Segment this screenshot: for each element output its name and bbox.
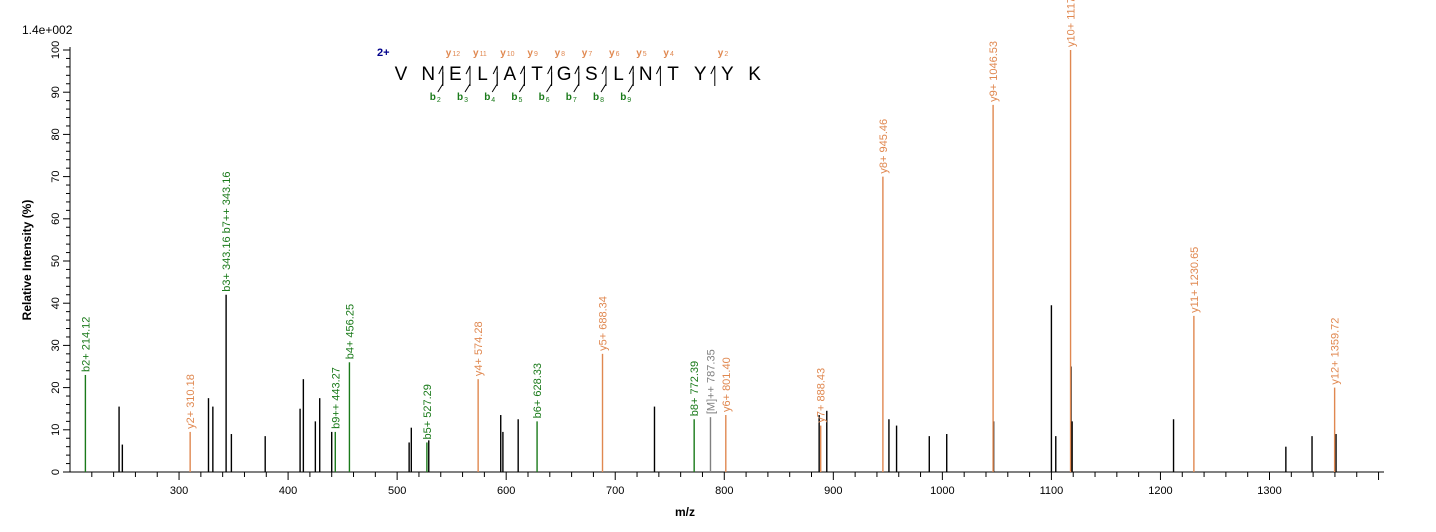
y-tick-label: 80 (50, 128, 62, 140)
y-ion-label: y4 (663, 48, 674, 59)
peaks: b2+ 214.12 y2+ 310.18 b3+ 343.16 b7++ 343.… (80, 0, 1342, 472)
residue: E (449, 64, 462, 85)
x-tick-label: 1300 (1257, 485, 1281, 497)
peak-label: y4+ 574.28 (473, 321, 485, 376)
y-ion-label: y8 (555, 48, 566, 59)
x-tick-label: 500 (388, 485, 406, 497)
cleavage-marker (710, 65, 716, 86)
peak-label: y5+ 688.34 (598, 296, 610, 351)
peak-label: b6+ 628.33 (532, 363, 544, 418)
peak-label: y2+ 310.18 (185, 374, 197, 429)
y-ion-label: y7 (582, 48, 593, 59)
x-tick-label: 400 (279, 485, 297, 497)
y-tick-label: 0 (50, 469, 62, 475)
cleavage-marker (547, 65, 553, 86)
b-ion-label: b5 (511, 92, 522, 104)
residue: L (477, 64, 488, 85)
x-tick-label: 700 (606, 485, 624, 497)
y-ion-label: y12 (446, 48, 460, 59)
y-tick-label: 20 (50, 381, 62, 393)
b-ion-label: b2 (430, 92, 441, 104)
peak-label: b5+ 527.29 (422, 384, 434, 439)
x-tick-label: 1000 (930, 485, 954, 497)
y-ion-label: y11 (473, 48, 487, 59)
peak-label: b9++ 443.27 (330, 367, 342, 429)
y-tick-label: 10 (50, 424, 62, 436)
cleavage-marker (573, 72, 580, 93)
x-tick-label: 600 (497, 485, 515, 497)
y-ion-label: y6 (609, 48, 620, 59)
peak-label: y10+ 1117.56 (1066, 0, 1078, 47)
b-ion-label: b7 (566, 92, 577, 104)
y-tick-label: 100 (50, 41, 62, 59)
residue: Y (721, 64, 734, 85)
residue: T (531, 64, 543, 85)
y-axis-title: Relative Intensity (%) (20, 200, 34, 321)
residue: V (395, 64, 408, 85)
y-tick-label: 50 (50, 255, 62, 267)
peak-label: y12+ 1359.72 (1330, 318, 1342, 385)
cleavage-marker (601, 65, 607, 86)
peak-label: y8+ 945.46 (878, 119, 890, 174)
residue: T (667, 64, 679, 85)
axes: 300 400 500 600 700 800 900 1000 1100 1200 1300 0 10… (50, 41, 1384, 497)
b-ion-label: b3 (457, 92, 468, 104)
cleavage-marker (519, 65, 525, 86)
cleavage-marker (655, 65, 661, 86)
y-tick-label: 70 (50, 170, 62, 182)
residue: Y (694, 64, 707, 85)
cleavage-marker (465, 65, 471, 86)
cleavage-marker (627, 72, 634, 93)
x-tick-label: 900 (824, 485, 842, 497)
residue: K (748, 64, 761, 85)
peak-label: y11+ 1230.65 (1189, 247, 1201, 313)
peak-label: b4+ 456.25 (344, 304, 356, 359)
residue: G (557, 64, 572, 85)
intensity-scale-label: 1.4e+002 (22, 23, 73, 37)
x-tick-label: 1200 (1148, 485, 1172, 497)
peak-label: y7+ 888.43 (816, 368, 828, 423)
cleavage-marker (518, 72, 525, 93)
residue: S (585, 64, 598, 85)
x-axis-title: m/z (675, 505, 695, 519)
b-ion-label: b9 (620, 92, 631, 104)
y-tick-label: 90 (50, 86, 62, 98)
charge-state: 2+ (377, 47, 390, 59)
peak-label: b3+ 343.16 b7++ 343.16 (221, 172, 233, 292)
y-tick-label: 60 (50, 213, 62, 225)
x-tick-label: 1100 (1040, 485, 1064, 497)
peak-label: b8+ 772.39 (689, 361, 701, 416)
y-tick-label: 30 (50, 339, 62, 351)
residue: N (421, 64, 435, 85)
cleavage-marker (491, 72, 498, 93)
y-ion-label: y5 (636, 48, 647, 59)
x-tick-label: 800 (715, 485, 733, 497)
cleavage-marker (437, 72, 444, 93)
b-ion-label: b6 (539, 92, 550, 104)
y-ion-label: y2 (718, 48, 729, 59)
peak-label: y9+ 1046.53 (988, 41, 1000, 102)
peak-label: b2+ 214.12 (80, 317, 92, 372)
cleavage-marker (464, 72, 471, 93)
b-ion-label: b4 (484, 92, 495, 104)
residue: L (613, 64, 624, 85)
b-ion-label: b8 (593, 92, 604, 104)
residue: N (639, 64, 653, 85)
cleavage-marker (600, 72, 607, 93)
cleavage-marker (574, 65, 580, 86)
peak-label: y6+ 801.40 (721, 357, 733, 412)
y-ion-label: y10 (500, 48, 514, 59)
y-tick-label: 40 (50, 297, 62, 309)
peak-label: [M]++ 787.35 (705, 349, 717, 414)
cleavage-marker (438, 65, 444, 86)
cleavage-marker (492, 65, 498, 86)
x-tick-label: 300 (170, 485, 188, 497)
cleavage-marker (546, 72, 553, 93)
residue: A (503, 64, 516, 85)
cleavage-marker (628, 65, 634, 86)
y-ion-label: y9 (527, 48, 538, 59)
